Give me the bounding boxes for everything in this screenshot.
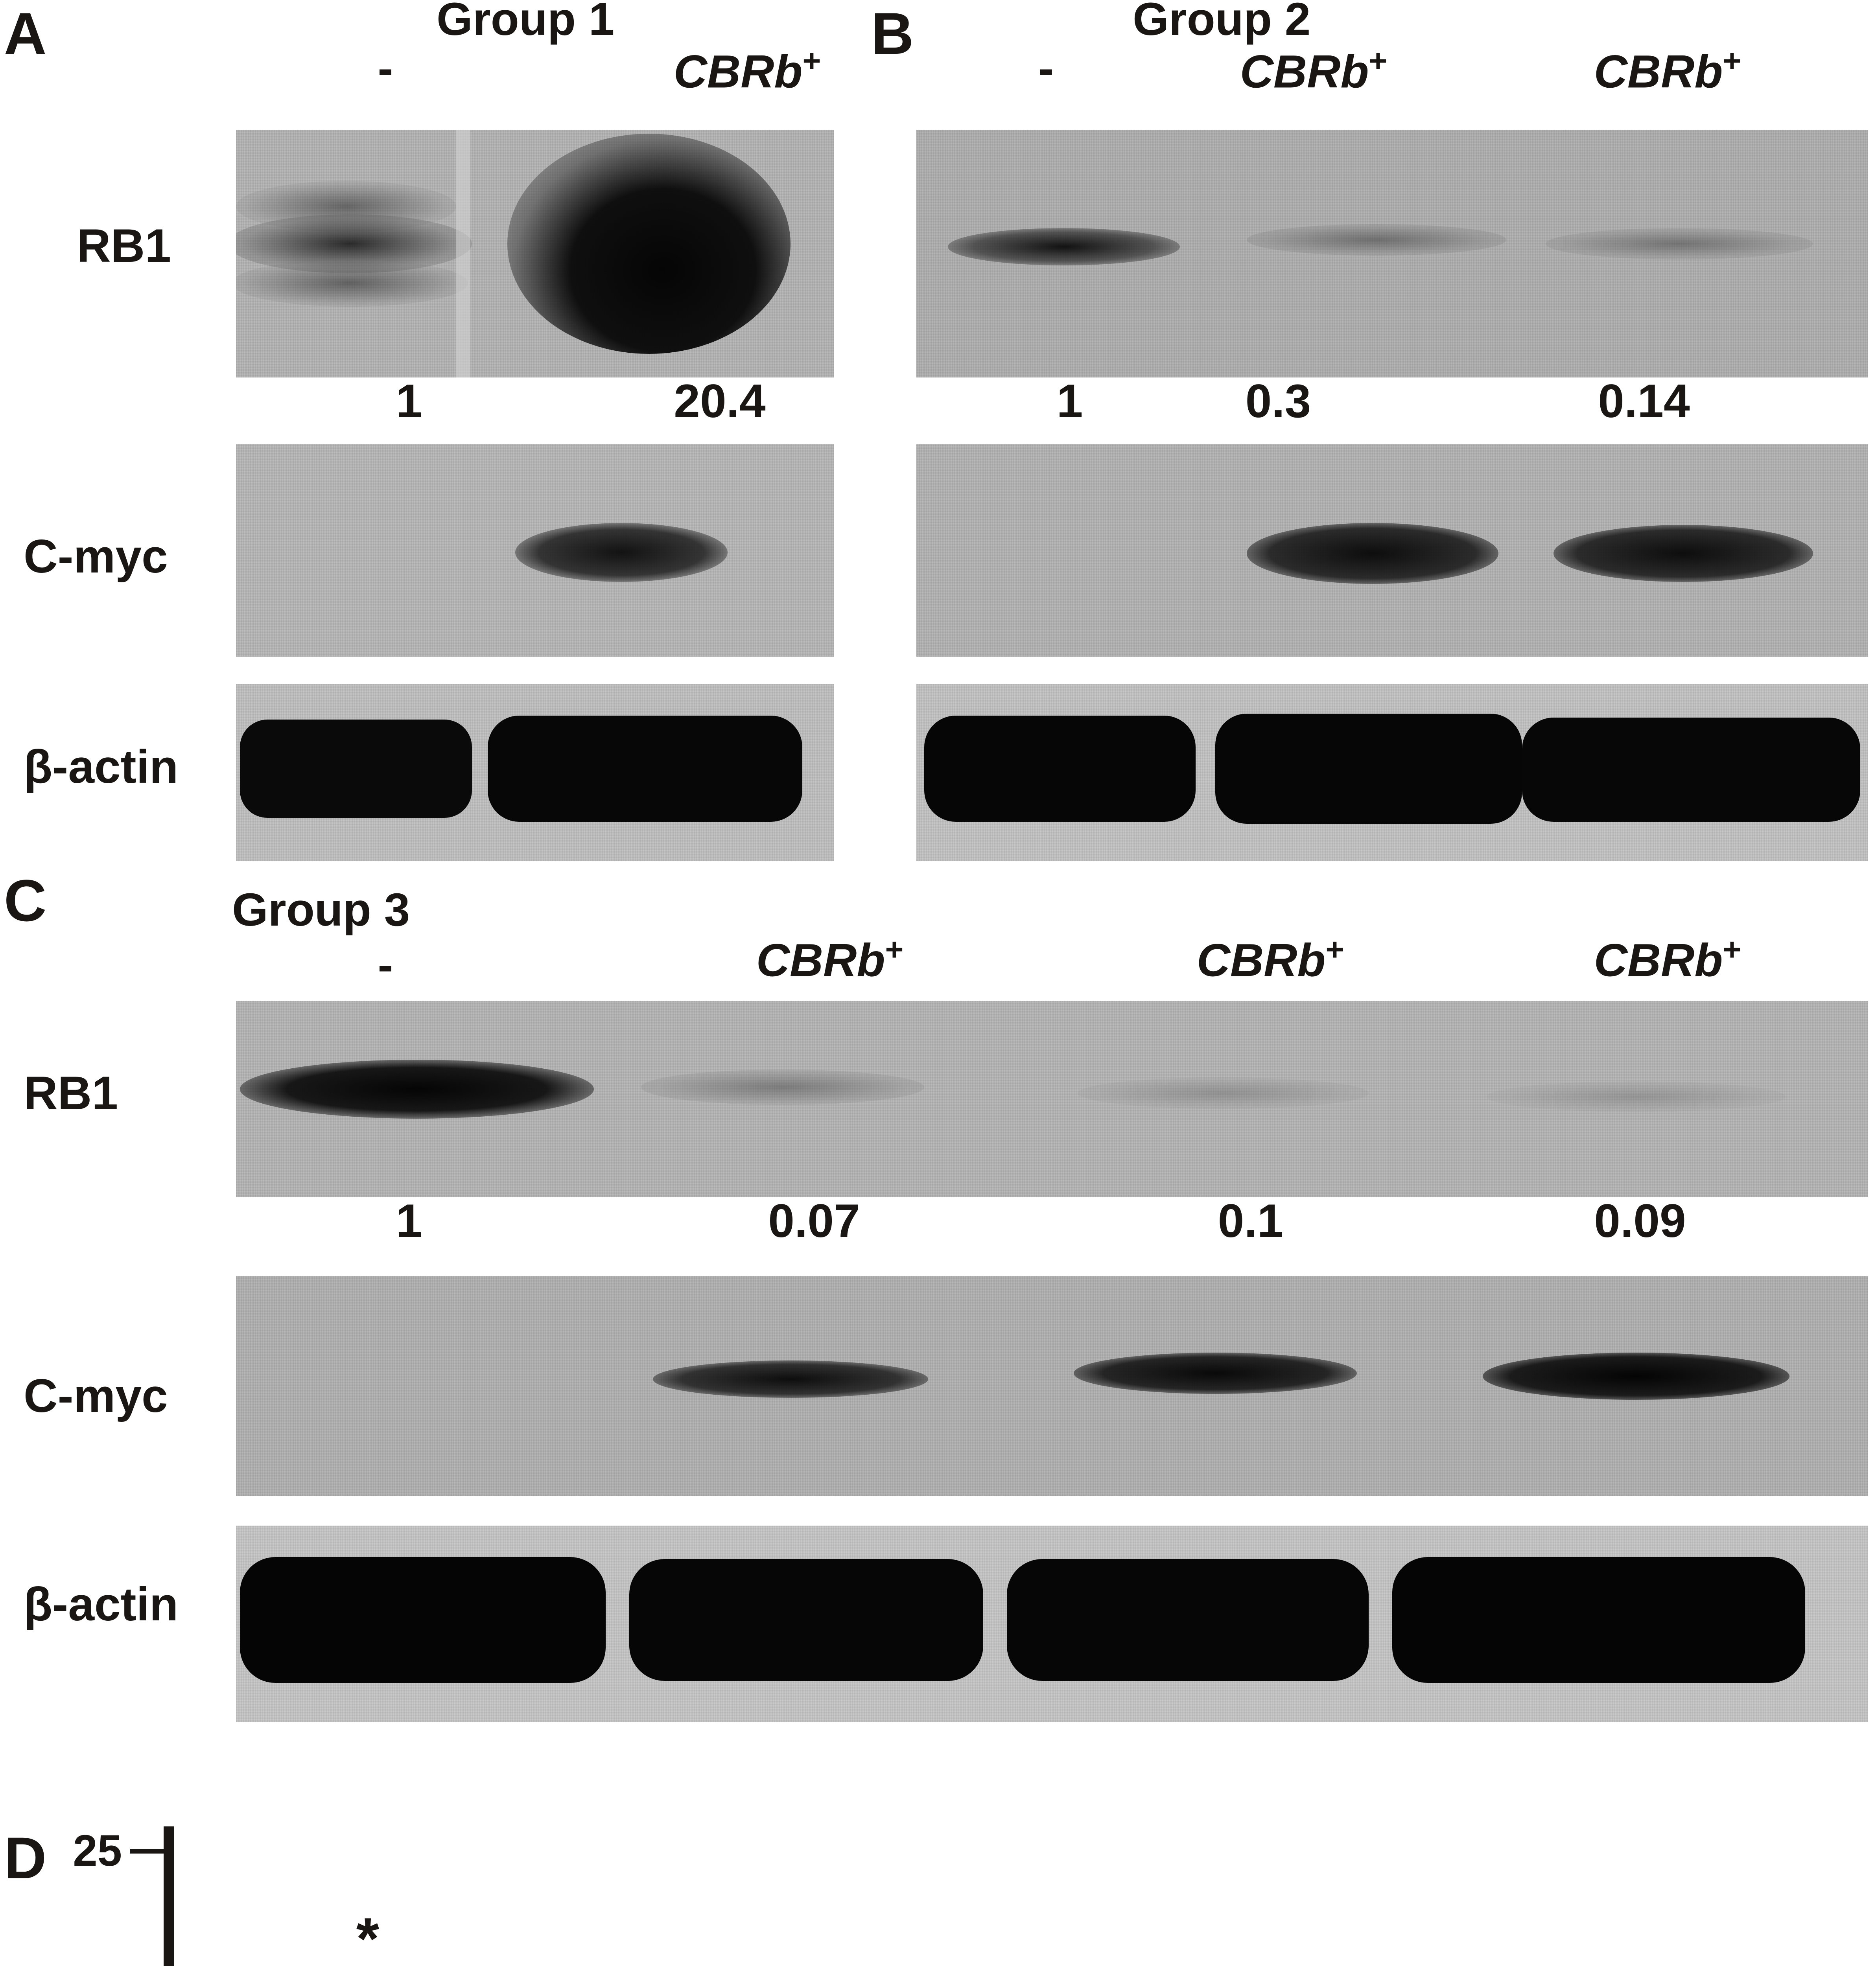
panel-c-row-label-cmyc: C-myc <box>24 1370 168 1422</box>
blot-band <box>629 1559 983 1681</box>
panel-c-lane-1-label: CBRb+ <box>720 934 940 983</box>
panel-c-lane-0-label: - <box>378 939 393 991</box>
panel-letter-c: C <box>4 867 46 933</box>
panel-b-lane-1-sup: + <box>1369 43 1388 79</box>
blot-band <box>515 523 728 582</box>
y-tick-25 <box>130 1849 165 1854</box>
blot-band <box>240 1557 606 1683</box>
panel-c-quant-0: 1 <box>396 1195 422 1247</box>
panel-b-quant-1: 0.3 <box>1245 375 1311 427</box>
y-tick-label-25: 25 <box>73 1826 122 1875</box>
blot-band <box>1392 1557 1805 1683</box>
panel-a-rb1-blot <box>236 130 834 377</box>
blot-band <box>240 720 472 818</box>
panel-c-row-label-rb1: RB1 <box>24 1067 118 1119</box>
blot-band <box>507 134 791 354</box>
panel-b-quant-0: 1 <box>1056 375 1083 427</box>
panel-a-lane-1-sup: + <box>802 43 821 79</box>
panel-c-lane-2-text: CBRb <box>1196 934 1326 987</box>
panel-c-quant-2: 0.1 <box>1218 1195 1284 1247</box>
panel-a-row-label-rb1: RB1 <box>77 219 171 272</box>
blot-band <box>1554 525 1813 582</box>
blot-band <box>1074 1353 1357 1394</box>
panel-a-quant-0: 1 <box>396 375 422 427</box>
panel-c-lane-1-text: CBRb <box>756 934 885 987</box>
panel-b-lane-2-label: CBRb+ <box>1557 45 1778 95</box>
panel-c-rb1-blot <box>236 1001 1868 1197</box>
panel-a-lane-1-label: CBRb+ <box>637 45 857 95</box>
panel-c-lane-1-sup: + <box>885 932 904 967</box>
panel-a-bactin-blot <box>236 684 834 861</box>
panel-c-bactin-blot <box>236 1526 1868 1722</box>
blot-band <box>1215 714 1522 824</box>
panel-b-lane-2-sup: + <box>1723 43 1741 79</box>
panel-b-quant-2: 0.14 <box>1598 375 1690 427</box>
panel-c-group-title: Group 3 <box>232 884 410 936</box>
panel-letter-b: B <box>871 0 914 66</box>
panel-b-cmyc-blot <box>916 444 1868 657</box>
panel-a-quant-1: 20.4 <box>674 375 766 427</box>
panel-c-lane-2-label: CBRb+ <box>1160 934 1380 983</box>
blot-band <box>924 716 1196 822</box>
panel-c-quant-3: 0.09 <box>1594 1195 1686 1247</box>
blot-band <box>236 260 468 307</box>
y-axis-line <box>164 1826 174 1966</box>
panel-b-group-title: Group 2 <box>1133 0 1311 45</box>
blot-band <box>1522 718 1860 822</box>
blot-band <box>1487 1081 1786 1112</box>
panel-a-group-title: Group 1 <box>437 0 615 45</box>
blot-band <box>948 228 1180 265</box>
panel-c-lane-3-label: CBRb+ <box>1557 934 1778 983</box>
blot-band <box>240 1060 594 1119</box>
blot-band <box>653 1360 928 1398</box>
panel-a-row-label-bactin: β-actin <box>24 740 179 793</box>
panel-b-rb1-blot <box>916 130 1868 377</box>
panel-a-row-label-cmyc: C-myc <box>24 530 168 583</box>
panel-c-lane-3-sup: + <box>1723 932 1741 967</box>
panel-a-cmyc-blot <box>236 444 834 657</box>
blot-band <box>1483 1353 1789 1400</box>
blot-band <box>488 716 802 822</box>
blot-band <box>1007 1559 1369 1681</box>
panel-b-bactin-blot <box>916 684 1868 861</box>
panel-c-row-label-bactin: β-actin <box>24 1578 179 1631</box>
panel-c-lane-2-sup: + <box>1325 932 1344 967</box>
blot-band <box>1247 224 1506 256</box>
panel-b-lane-2-text: CBRb <box>1594 46 1723 98</box>
blot-band <box>1078 1077 1369 1109</box>
panel-b-lane-0-label: - <box>1038 42 1054 94</box>
panel-a-lane-1-text: CBRb <box>673 46 803 98</box>
panel-letter-a: A <box>4 0 46 66</box>
panel-a-lane-0-label: - <box>378 42 393 94</box>
panel-b-lane-1-text: CBRb <box>1240 46 1369 98</box>
significance-star-group1-treated: * <box>356 1905 380 1966</box>
panel-c-cmyc-blot <box>236 1276 1868 1496</box>
blot-band <box>1546 228 1813 260</box>
panel-c-quant-1: 0.07 <box>768 1195 860 1247</box>
panel-b-lane-1-label: CBRb+ <box>1203 45 1424 95</box>
blot-band <box>1247 523 1498 584</box>
panel-c-lane-3-text: CBRb <box>1594 934 1723 987</box>
panel-letter-d: D <box>4 1825 46 1891</box>
blot-lane-divider <box>456 130 470 377</box>
blot-band <box>641 1070 924 1105</box>
